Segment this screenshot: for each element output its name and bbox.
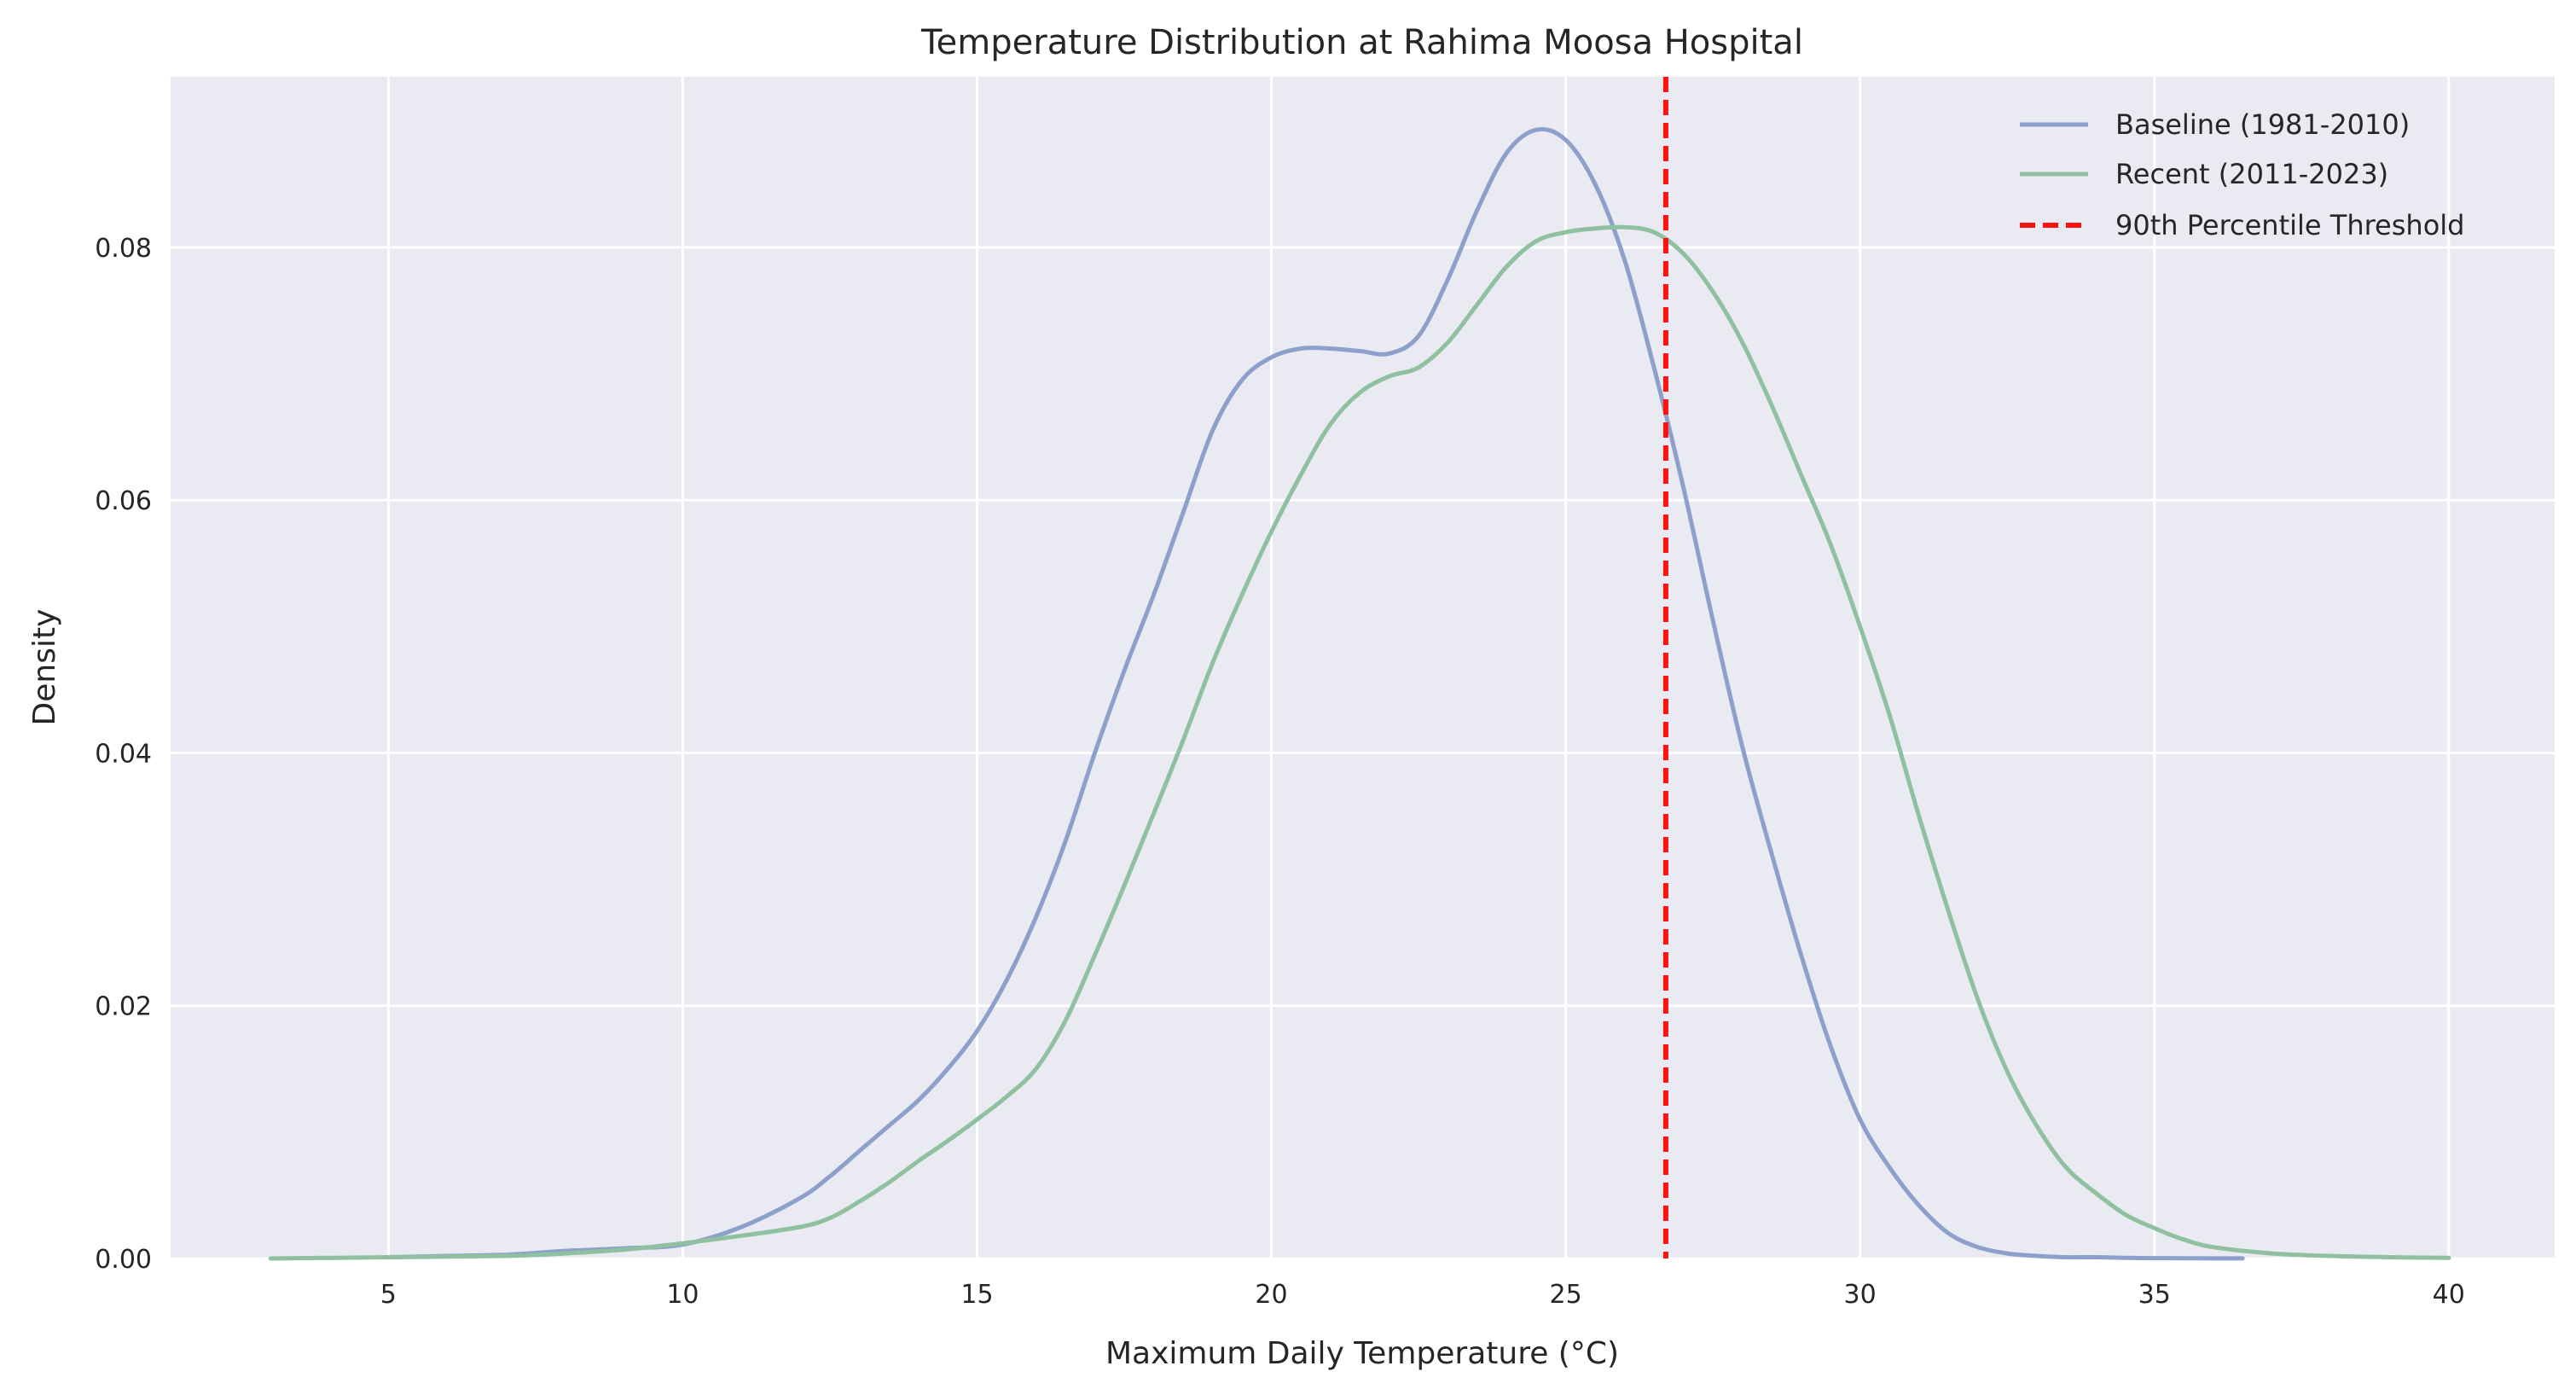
- legend-label-baseline: Baseline (1981-2010): [2115, 108, 2410, 141]
- y-tick-label: 0.06: [95, 486, 152, 516]
- x-tick-label: 10: [666, 1280, 699, 1310]
- gridlines: [171, 77, 2555, 1260]
- y-axis-title: Density: [27, 609, 62, 726]
- x-tick-label: 35: [2138, 1280, 2171, 1310]
- x-axis-title: Maximum Daily Temperature (°C): [1105, 1336, 1619, 1371]
- y-tick-label: 0.08: [95, 234, 152, 264]
- x-tick-label: 15: [960, 1280, 993, 1310]
- legend-label-threshold: 90th Percentile Threshold: [2115, 209, 2464, 241]
- y-tick-label: 0.02: [95, 992, 152, 1022]
- series-line-baseline-1981-2010: [386, 127, 2245, 1261]
- x-tick-label: 25: [1549, 1280, 1581, 1310]
- y-tick-labels: 0.00 0.02 0.04 0.06 0.08: [95, 234, 152, 1275]
- x-tick-label: 20: [1255, 1280, 1287, 1310]
- legend-label-recent: Recent (2011-2023): [2115, 158, 2388, 190]
- y-tick-label: 0.00: [95, 1245, 152, 1275]
- plot-background: [171, 77, 2555, 1258]
- x-tick-labels: 5 10 15 20 25 30 35 40: [380, 1280, 2465, 1310]
- x-tick-label: 5: [380, 1280, 397, 1310]
- y-tick-label: 0.04: [95, 739, 152, 769]
- chart-title: Temperature Distribution at Rahima Moosa…: [920, 23, 1803, 62]
- series-line-recent-2011-2023: [268, 224, 2451, 1261]
- series-lines: [268, 77, 2451, 1261]
- legend: Baseline (1981-2010) Recent (2011-2023) …: [2020, 108, 2464, 241]
- x-tick-label: 40: [2433, 1280, 2465, 1310]
- x-tick-label: 30: [1844, 1280, 1877, 1310]
